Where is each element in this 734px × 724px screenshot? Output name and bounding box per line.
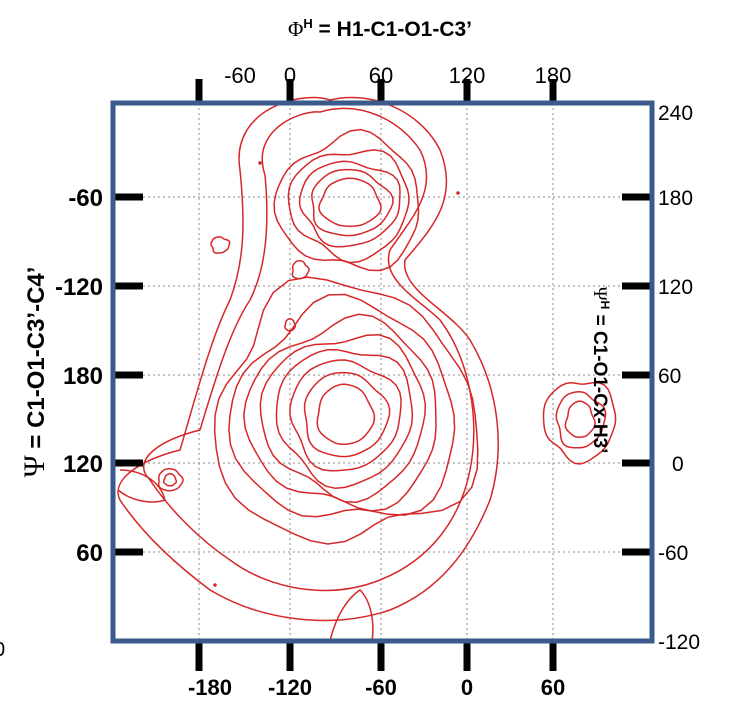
top-tick-label: 60 bbox=[369, 63, 393, 88]
contour-upper bbox=[287, 149, 410, 264]
left-tick-label: 180 bbox=[63, 363, 103, 390]
right-axis-title: ΨH = C1-O1-Cx-H3’ bbox=[589, 287, 612, 454]
top-axis-symbol: Φ bbox=[288, 17, 303, 41]
top-tick-label: -60 bbox=[224, 63, 256, 88]
left-axis-label: = C1-O1-C3’-C4’ bbox=[23, 267, 50, 456]
top-axis-superscript: H bbox=[303, 16, 312, 31]
contour-upper bbox=[298, 160, 401, 248]
bottom-tick-label: -60 bbox=[365, 675, 397, 700]
contour-main bbox=[213, 276, 479, 545]
contour-island bbox=[162, 473, 178, 487]
contour-main bbox=[316, 383, 376, 446]
left-tick-label: 120 bbox=[63, 451, 103, 478]
contour-upper bbox=[273, 128, 420, 272]
contour-main bbox=[275, 348, 414, 490]
right-tick-label: 180 bbox=[658, 187, 693, 210]
contour-dot bbox=[456, 191, 460, 195]
tick-marks bbox=[111, 79, 654, 671]
left-tick-label: 60 bbox=[76, 540, 103, 567]
contour-island bbox=[157, 468, 184, 492]
right-axis-superscript: H bbox=[598, 301, 612, 310]
contour-main bbox=[303, 371, 391, 458]
left-axis-title: Ψ = C1-O1-C3’-C4’ bbox=[18, 267, 51, 478]
left-tick-label: -120 bbox=[55, 274, 103, 301]
bottom-tick-label: -120 bbox=[268, 675, 312, 700]
grid-lines bbox=[113, 103, 652, 641]
right-tick-label: -120 bbox=[658, 631, 700, 654]
contour-dot bbox=[258, 161, 262, 165]
right-axis-symbol: Ψ bbox=[589, 287, 610, 301]
contour-main bbox=[243, 313, 437, 512]
top-axis-label: = H1-C1-O1-C3’ bbox=[313, 18, 472, 41]
right-axis-label: = C1-O1-Cx-H3’ bbox=[589, 309, 610, 453]
contour-lines bbox=[117, 96, 617, 642]
contour-island bbox=[284, 318, 297, 332]
contour-right bbox=[564, 400, 596, 438]
bottom-tick-label: 0 bbox=[461, 675, 473, 700]
right-tick-label: 60 bbox=[658, 365, 681, 388]
tick-labels: -60 0 60 120 180 -180 -120 -60 0 60 -60 -120 180 120 6… bbox=[55, 63, 700, 700]
top-tick-label: 180 bbox=[535, 63, 572, 88]
left-tick-label: -60 bbox=[68, 185, 103, 212]
contour-spur bbox=[329, 589, 374, 642]
contour-right bbox=[542, 381, 617, 465]
plot-frame bbox=[110, 100, 655, 644]
contour-island bbox=[210, 236, 231, 254]
right-tick-label: 240 bbox=[658, 102, 693, 125]
contour-main bbox=[259, 334, 427, 503]
contour-envelope bbox=[143, 107, 475, 592]
edge-tick-label: 0 bbox=[0, 639, 5, 661]
contour-spur bbox=[117, 469, 166, 503]
right-tick-label: 120 bbox=[658, 276, 693, 299]
left-axis-symbol: Ψ bbox=[18, 454, 51, 477]
contour-upper bbox=[311, 168, 394, 237]
contour-upper bbox=[318, 177, 382, 227]
top-tick-label: 0 bbox=[284, 63, 296, 88]
contour-dot bbox=[213, 583, 217, 587]
contour-island bbox=[291, 259, 310, 280]
contour-main bbox=[289, 359, 402, 472]
bottom-tick-label: 60 bbox=[541, 675, 565, 700]
contour-right bbox=[555, 391, 607, 449]
right-tick-label: 0 bbox=[672, 453, 684, 476]
contour-main bbox=[228, 293, 456, 518]
top-axis-title: ΦH = H1-C1-O1-C3’ bbox=[288, 16, 472, 41]
bottom-tick-label: -180 bbox=[188, 675, 232, 700]
contour-envelope-outer bbox=[117, 96, 499, 622]
top-tick-label: 120 bbox=[449, 63, 486, 88]
right-tick-label: -60 bbox=[658, 542, 688, 565]
